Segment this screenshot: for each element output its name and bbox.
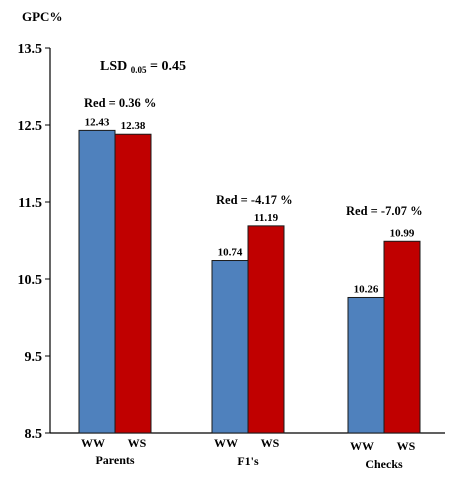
bars — [78, 129, 421, 434]
labels: 12.43 WW 12.38 WS Parents Red = 0.36 % 10.74 WW… — [81, 96, 423, 471]
bar-ww-1 — [211, 260, 249, 434]
x-series-label: WW — [214, 436, 238, 450]
x-series-label: WS — [261, 436, 280, 450]
x-series-label: WW — [81, 436, 105, 450]
y-tick-label: 12.5 — [18, 119, 43, 134]
value-label: 10.74 — [218, 247, 243, 259]
value-label: 10.26 — [354, 283, 379, 295]
bar-ww-0 — [78, 129, 116, 434]
x-series-label: WS — [128, 436, 147, 450]
reduction-annotation: Red = -4.17 % — [216, 193, 293, 207]
y-tick-label: 13.5 — [18, 42, 43, 57]
bar-ws-2 — [383, 240, 421, 434]
y-tick-label: 11.5 — [18, 196, 42, 211]
lsd-annotation: LSD 0.05 = 0.45 — [100, 59, 186, 75]
y-axis-label: GPC% — [22, 9, 62, 24]
value-label: 12.43 — [85, 116, 110, 128]
y-tick-label: 8.5 — [25, 427, 43, 442]
x-series-label: WS — [397, 439, 416, 453]
reduction-annotation: Red = -7.07 % — [346, 204, 423, 218]
bar-ws-1 — [247, 225, 285, 434]
lsd-subscript: 0.05 — [131, 65, 147, 75]
y-tick-label: 9.5 — [25, 350, 43, 365]
category-label: F1's — [237, 454, 259, 468]
lsd-prefix: LSD — [100, 59, 131, 74]
x-series-label: WW — [350, 439, 374, 453]
bar-ww-2 — [347, 296, 385, 434]
category-label: Checks — [365, 457, 403, 471]
y-tick-label: 10.5 — [18, 273, 43, 288]
value-label: 12.38 — [121, 120, 146, 132]
reduction-annotation: Red = 0.36 % — [84, 96, 156, 110]
bar-ws-0 — [114, 133, 152, 434]
y-ticks: 13.5 12.5 11.5 10.5 9.5 8.5 — [18, 42, 50, 442]
value-label: 11.19 — [254, 212, 279, 224]
value-label: 10.99 — [390, 227, 415, 239]
category-label: Parents — [95, 453, 134, 467]
lsd-suffix: = 0.45 — [146, 59, 185, 74]
